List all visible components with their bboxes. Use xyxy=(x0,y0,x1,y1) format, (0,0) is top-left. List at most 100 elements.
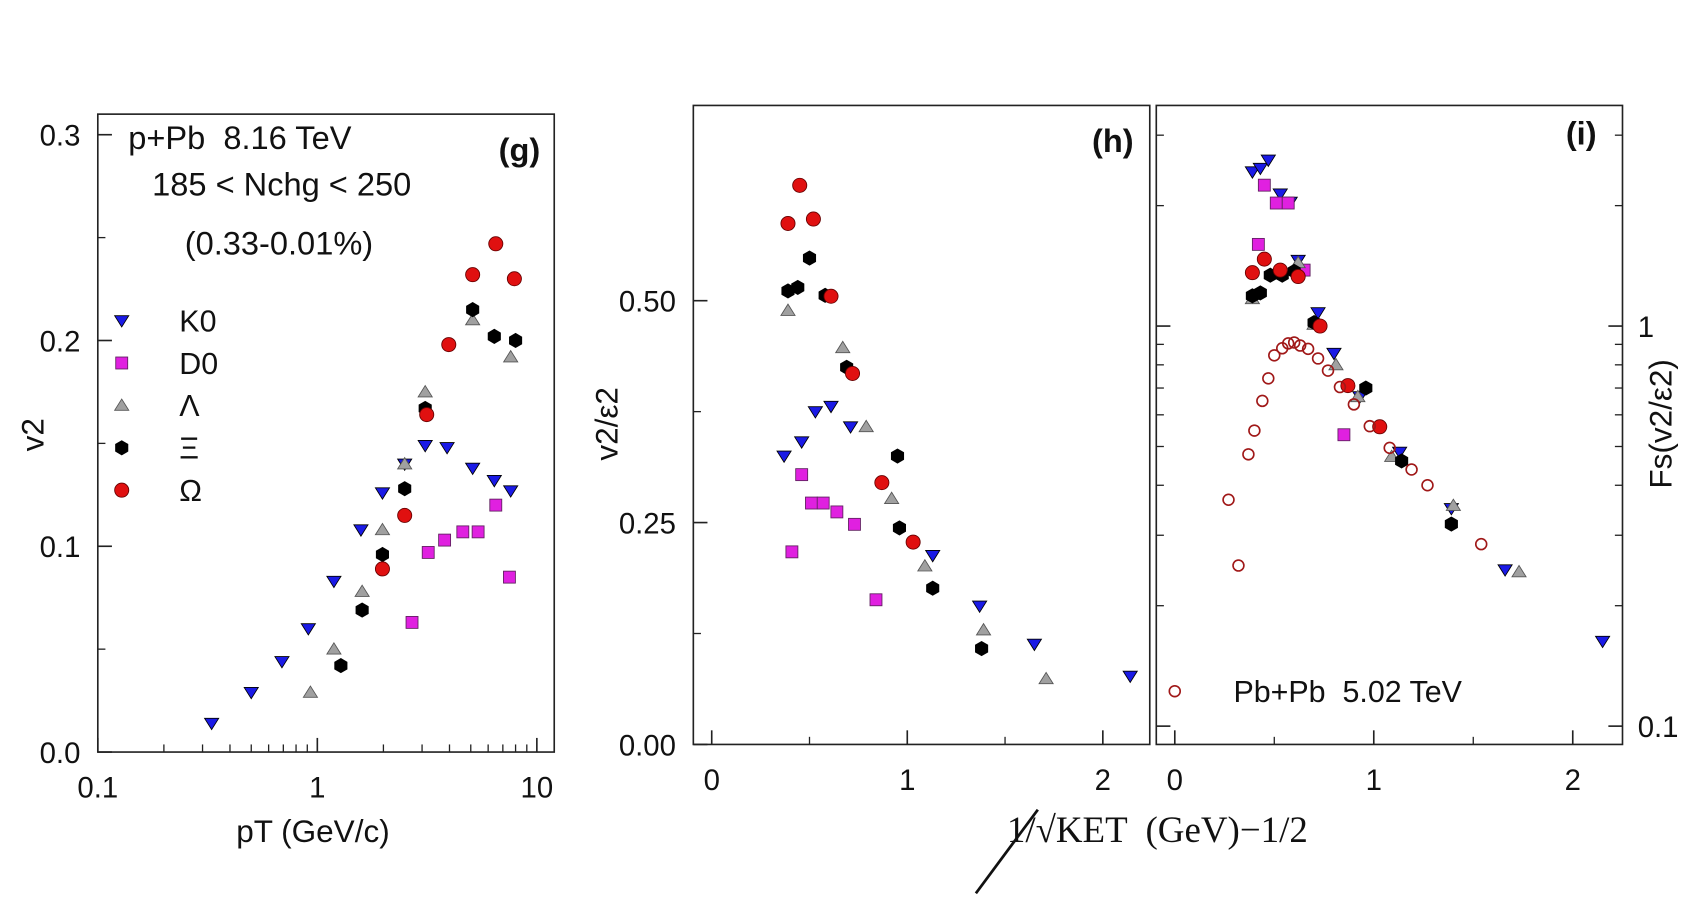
marker xyxy=(441,337,457,353)
marker xyxy=(1363,419,1377,433)
marker xyxy=(203,717,220,731)
y-tick-label: 0.3 xyxy=(40,120,81,153)
x-tick-label: 1 xyxy=(309,772,325,805)
marker xyxy=(780,215,796,231)
marker xyxy=(1268,349,1281,362)
marker xyxy=(883,491,900,504)
marker xyxy=(830,505,844,519)
marker xyxy=(780,303,796,316)
marker xyxy=(1312,318,1328,334)
marker xyxy=(926,580,940,596)
marker xyxy=(1272,188,1289,202)
marker xyxy=(1391,446,1408,460)
marker xyxy=(1311,352,1325,365)
legend-label: Ω xyxy=(179,474,202,508)
marker xyxy=(398,481,412,497)
marker xyxy=(374,487,391,500)
marker xyxy=(1122,670,1139,684)
marker xyxy=(326,575,342,589)
x-tick-label: 2 xyxy=(1095,764,1111,797)
marker xyxy=(355,602,369,618)
y-tick-label: 0.1 xyxy=(1638,711,1679,744)
marker xyxy=(1244,265,1260,281)
marker xyxy=(1026,638,1043,652)
marker xyxy=(1242,448,1255,461)
panel-label: (h) xyxy=(1092,122,1134,159)
marker xyxy=(795,468,809,482)
marker xyxy=(274,656,290,669)
marker xyxy=(924,550,941,563)
x-tick-label: 1 xyxy=(899,764,915,797)
marker xyxy=(438,533,452,547)
marker xyxy=(1253,285,1267,301)
marker xyxy=(302,685,319,698)
marker xyxy=(405,615,419,629)
marker xyxy=(971,600,988,614)
marker xyxy=(374,522,391,536)
legend-marker xyxy=(113,315,130,328)
marker xyxy=(1281,337,1295,350)
marker xyxy=(1444,516,1458,532)
marker xyxy=(419,407,435,423)
x-tick-label: 2 xyxy=(1565,764,1581,797)
marker xyxy=(1038,671,1054,685)
marker xyxy=(1383,441,1396,455)
legend-marker xyxy=(115,356,129,370)
marker xyxy=(1326,347,1342,361)
marker xyxy=(375,546,390,563)
marker xyxy=(502,485,519,498)
marker xyxy=(374,561,390,577)
marker xyxy=(243,686,260,700)
legend-label: K0 xyxy=(179,304,216,338)
marker xyxy=(816,496,830,510)
y-tick-label: 1 xyxy=(1638,311,1654,344)
marker xyxy=(845,365,861,381)
marker xyxy=(917,558,933,572)
marker xyxy=(807,406,824,419)
marker xyxy=(1293,339,1307,352)
x-tick-label: 1 xyxy=(1366,764,1382,797)
marker xyxy=(456,525,470,539)
marker xyxy=(890,448,905,464)
y-tick-label: 0.2 xyxy=(40,325,81,358)
marker xyxy=(1269,196,1283,210)
marker xyxy=(858,419,875,433)
x-tick-label: 10 xyxy=(521,772,554,805)
marker xyxy=(466,302,480,318)
marker xyxy=(509,332,523,349)
marker xyxy=(892,520,907,536)
plot-frame xyxy=(1155,104,1624,746)
marker xyxy=(1474,537,1488,551)
y-tick-label: 0.50 xyxy=(619,286,676,319)
marker xyxy=(1287,336,1301,349)
marker xyxy=(486,475,503,488)
marker xyxy=(488,236,504,252)
marker xyxy=(465,267,481,283)
marker xyxy=(503,570,516,584)
marker xyxy=(334,658,348,674)
marker xyxy=(397,507,413,523)
marker xyxy=(1594,635,1611,649)
marker xyxy=(834,340,851,354)
marker xyxy=(802,250,817,266)
marker xyxy=(464,312,481,326)
panel-label: (i) xyxy=(1566,115,1597,152)
marker xyxy=(848,517,861,531)
marker xyxy=(471,525,485,539)
marker xyxy=(869,593,883,607)
legend-marker xyxy=(1168,684,1182,698)
marker xyxy=(975,622,992,636)
marker xyxy=(439,442,455,455)
marker xyxy=(805,211,821,227)
marker xyxy=(905,534,921,550)
x-axis-label: pT (GeV/c) xyxy=(236,813,389,849)
marker xyxy=(396,456,413,470)
marker xyxy=(1372,419,1388,435)
marker xyxy=(354,584,370,597)
marker xyxy=(1256,251,1272,267)
marker xyxy=(874,475,890,491)
marker xyxy=(1232,559,1245,572)
marker xyxy=(1337,428,1351,442)
